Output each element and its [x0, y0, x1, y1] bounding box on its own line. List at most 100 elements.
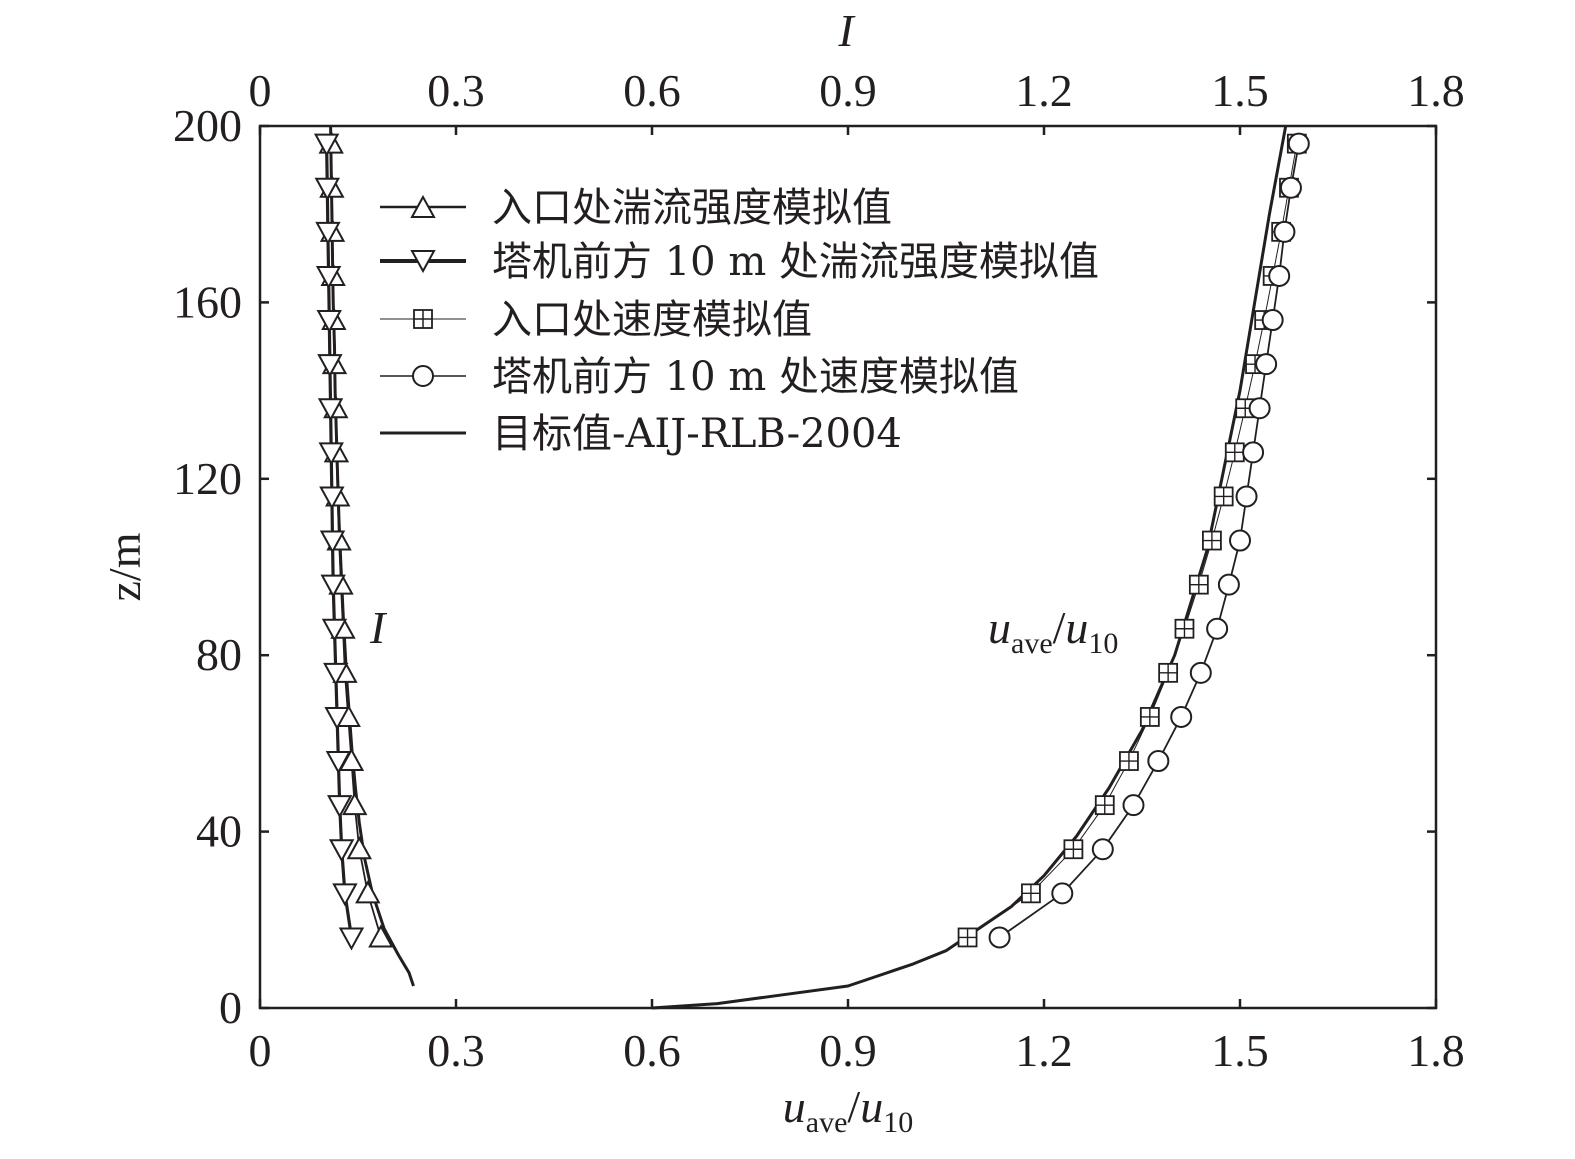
data-point-inlet-intensity — [355, 880, 381, 904]
data-point-front-intensity — [323, 662, 349, 686]
bottom-tick-label: 0 — [249, 1025, 272, 1076]
data-point-front-intensity — [316, 310, 342, 334]
legend-item-inlet-velocity: 入口处速度模拟值 — [380, 297, 812, 343]
data-point-front-intensity — [324, 706, 350, 731]
data-point-front-intensity — [327, 795, 353, 819]
data-point-front-velocity — [1206, 617, 1229, 640]
data-point-front-velocity — [1147, 750, 1170, 773]
data-point-inlet-velocity — [1021, 883, 1041, 904]
y-tick-label: 200 — [173, 100, 242, 151]
bottom-tick-label: 0.9 — [819, 1025, 877, 1076]
legend-label-target: 目标值-AIJ-RLB-2004 — [492, 411, 902, 457]
data-point-front-intensity — [319, 486, 345, 510]
data-point-front-velocity — [1229, 529, 1251, 552]
data-point-front-intensity — [332, 883, 358, 907]
data-point-front-velocity — [1273, 220, 1296, 243]
top-tick-label: 0.3 — [427, 65, 485, 116]
data-point-front-intensity — [315, 265, 342, 290]
data-point-front-velocity — [1248, 397, 1271, 420]
x-axis-title-slash: / — [847, 1081, 860, 1132]
bottom-tick-label: 1.8 — [1407, 1025, 1465, 1076]
velocity-annotation-u: u — [988, 602, 1011, 653]
data-point-front-velocity — [1268, 264, 1291, 287]
data-point-inlet-velocity — [957, 927, 978, 948]
data-point-inlet-velocity — [1063, 839, 1084, 860]
data-point-front-intensity — [317, 354, 343, 378]
data-point-front-intensity — [318, 442, 344, 466]
legend-item-target: 目标值-AIJ-RLB-2004 — [380, 411, 902, 457]
x-axis-title-u: u — [783, 1081, 806, 1132]
data-point-front-velocity — [1189, 661, 1212, 684]
top-x-axis: 0 0.3 0.6 0.9 1.2 1.5 1.8 — [249, 65, 1465, 135]
data-point-front-velocity — [988, 926, 1011, 949]
data-point-inlet-velocity — [1213, 486, 1234, 507]
y-tick-label: 40 — [196, 806, 242, 857]
x-axis-title: uave/u10 — [783, 1081, 913, 1139]
data-point-front-velocity — [1122, 794, 1145, 817]
data-point-inlet-velocity — [1139, 707, 1160, 727]
velocity-annotation-sub-10: 10 — [1088, 627, 1118, 660]
data-point-inlet-intensity — [368, 924, 394, 948]
data-point-front-velocity — [1170, 705, 1193, 728]
x-axis-title-sub-ave: ave — [806, 1106, 848, 1139]
y-tick-label: 120 — [173, 453, 242, 504]
bottom-tick-label: 1.5 — [1211, 1025, 1269, 1076]
data-point-front-velocity — [1255, 353, 1278, 376]
legend: 入口处湍流强度模拟值 塔机前方 10 m 处湍流强度模拟值 入口处速度模拟值 塔… — [380, 185, 1099, 457]
data-point-front-intensity — [328, 839, 355, 863]
legend-label-inlet-intensity: 入口处湍流强度模拟值 — [492, 185, 892, 231]
data-point-inlet-velocity — [1188, 574, 1209, 595]
legend-item-inlet-intensity: 入口处湍流强度模拟值 — [380, 185, 892, 231]
data-point-inlet-intensity — [342, 792, 368, 816]
top-tick-label: 1.5 — [1211, 65, 1269, 116]
legend-label-front-velocity: 塔机前方 10 m 处速度模拟值 — [492, 354, 1019, 400]
data-point-front-velocity — [1287, 132, 1310, 155]
series-layer — [313, 125, 1310, 1010]
y-axis: 0 40 80 120 160 200 — [173, 100, 1436, 1033]
bottom-tick-label: 0.3 — [427, 1025, 485, 1076]
data-point-front-velocity — [1279, 176, 1302, 199]
legend-item-front-intensity: 塔机前方 10 m 处湍流强度模拟值 — [380, 239, 1099, 285]
velocity-annotation: uave/u10 — [988, 602, 1118, 660]
data-point-front-velocity — [1242, 441, 1265, 464]
data-point-front-velocity — [1091, 838, 1114, 861]
data-point-front-intensity — [313, 133, 340, 157]
top-tick-label: 1.2 — [1015, 65, 1073, 116]
y-tick-label: 80 — [196, 629, 242, 680]
legend-item-front-velocity: 塔机前方 10 m 处速度模拟值 — [380, 354, 1019, 400]
bottom-x-axis: 0 0.3 0.6 0.9 1.2 1.5 1.8 — [249, 999, 1465, 1076]
data-point-front-intensity — [338, 927, 365, 951]
data-point-front-velocity — [1235, 485, 1258, 508]
velocity-annotation-sub-ave: ave — [1011, 627, 1053, 660]
top-tick-label: 1.8 — [1407, 65, 1465, 116]
data-point-front-velocity — [1217, 573, 1240, 596]
data-point-front-intensity — [315, 221, 341, 245]
top-tick-label: 0.6 — [623, 65, 681, 116]
velocity-annotation-slash: / — [1053, 602, 1066, 653]
legend-label-inlet-velocity: 入口处速度模拟值 — [492, 297, 812, 343]
data-point-inlet-velocity — [1158, 662, 1179, 683]
data-point-front-intensity — [321, 618, 348, 642]
data-point-inlet-intensity — [346, 836, 372, 860]
triangle-down-marker-icon — [410, 250, 436, 274]
x-axis-title-u2: u — [860, 1081, 883, 1132]
legend-label-front-intensity: 塔机前方 10 m 处湍流强度模拟值 — [492, 239, 1099, 285]
top-tick-label: 0.9 — [819, 65, 877, 116]
x-axis-title-sub-10: 10 — [883, 1106, 913, 1139]
data-point-front-intensity — [319, 530, 346, 554]
data-point-front-intensity — [314, 177, 340, 201]
bottom-tick-label: 1.2 — [1015, 1025, 1073, 1076]
intensity-annotation: I — [369, 602, 388, 653]
data-point-inlet-velocity — [1202, 530, 1222, 551]
bottom-tick-label: 0.6 — [623, 1025, 681, 1076]
data-point-inlet-velocity — [1174, 618, 1195, 639]
data-point-front-intensity — [325, 751, 352, 775]
y-axis-title: z/m — [99, 532, 150, 601]
y-tick-label: 0 — [219, 982, 242, 1033]
data-point-front-velocity — [1051, 882, 1074, 905]
data-point-front-intensity — [320, 574, 346, 598]
data-point-front-intensity — [317, 398, 344, 422]
velocity-annotation-u2: u — [1065, 602, 1088, 653]
triangle-up-marker-icon — [410, 194, 436, 218]
